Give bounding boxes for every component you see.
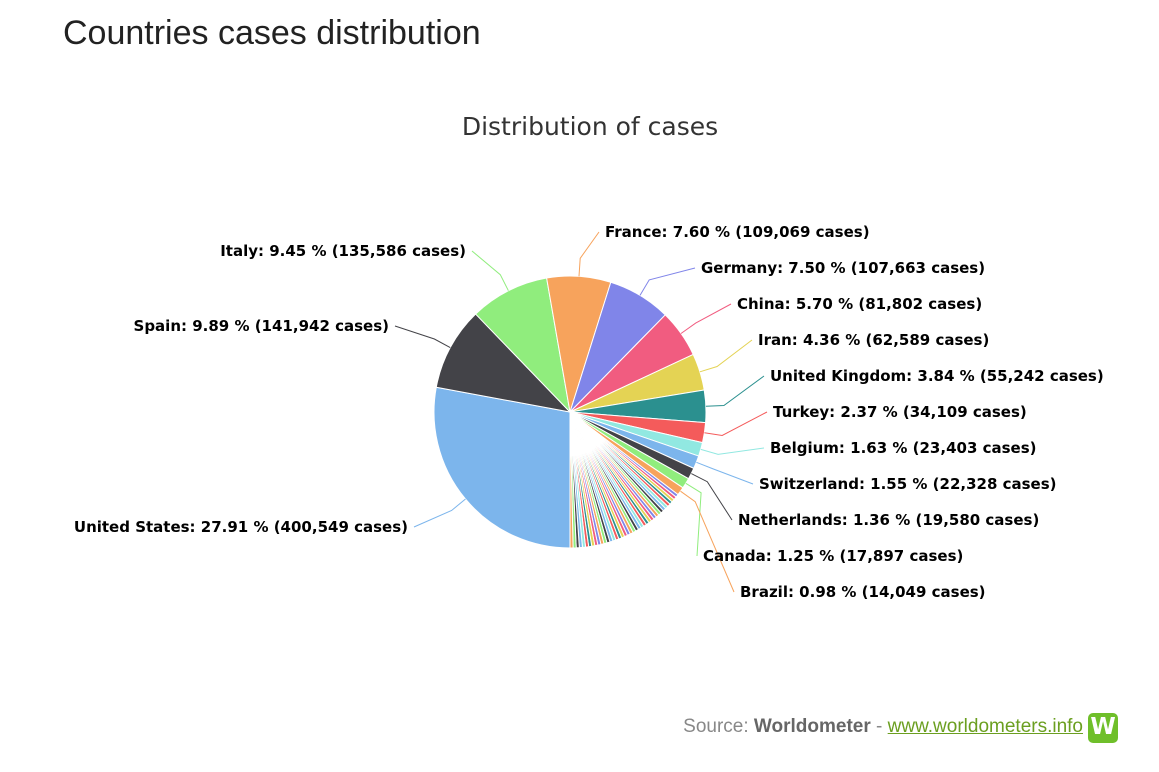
data-label-canada: Canada: 1.25 % (17,897 cases) — [703, 547, 963, 565]
chart-title: Distribution of cases — [462, 112, 718, 141]
data-label-netherlands: Netherlands: 1.36 % (19,580 cases) — [738, 511, 1039, 529]
connector-germany — [639, 267, 696, 296]
connector-brazil — [680, 490, 735, 593]
data-label-turkey: Turkey: 2.37 % (34,109 cases) — [773, 403, 1027, 421]
data-label-germany: Germany: 7.50 % (107,663 cases) — [701, 259, 985, 277]
data-label-france: France: 7.60 % (109,069 cases) — [605, 223, 870, 241]
pie-slice-spain[interactable] — [435, 313, 571, 413]
source-link[interactable]: www.worldometers.info — [887, 716, 1083, 737]
connector-switzerland — [696, 461, 754, 485]
source-credit: Source: Worldometer - www.worldometers.i… — [683, 716, 1083, 738]
data-label-switzerland: Switzerland: 1.55 % (22,328 cases) — [759, 475, 1057, 493]
data-label-iran: Iran: 4.36 % (62,589 cases) — [758, 331, 989, 349]
source-name: Worldometer — [753, 716, 871, 737]
worldometer-logo-icon: W — [1088, 713, 1118, 743]
connector-united-states — [413, 498, 466, 528]
connector-iran — [699, 339, 753, 373]
pie-chart: Distribution of cases United States: 27.… — [74, 112, 1104, 601]
connector-turkey — [704, 411, 768, 437]
pie-slice-italy[interactable] — [475, 277, 571, 413]
pie-slice-other[interactable] — [569, 411, 574, 549]
data-label-belgium: Belgium: 1.63 % (23,403 cases) — [770, 439, 1037, 457]
data-label-united-kingdom: United Kingdom: 3.84 % (55,242 cases) — [770, 367, 1104, 385]
connector-belgium — [700, 447, 765, 455]
data-label-brazil: Brazil: 0.98 % (14,049 cases) — [740, 583, 986, 601]
connector-france — [578, 231, 600, 277]
source-prefix: Source: — [683, 716, 749, 737]
data-label-china: China: 5.70 % (81,802 cases) — [737, 295, 982, 313]
data-label-italy: Italy: 9.45 % (135,586 cases) — [220, 242, 466, 260]
connector-spain — [394, 325, 451, 349]
source-separator: - — [876, 716, 883, 737]
data-label-united-states: United States: 27.91 % (400,549 cases) — [74, 518, 408, 536]
connector-canada — [685, 482, 702, 557]
page-title: Countries cases distribution — [63, 14, 481, 52]
data-label-spain: Spain: 9.89 % (141,942 cases) — [134, 317, 389, 335]
connector-netherlands — [691, 473, 733, 521]
connector-united-kingdom — [705, 375, 765, 407]
connector-italy — [471, 250, 509, 291]
pie-slice-united-states[interactable] — [433, 386, 571, 549]
connector-china — [680, 303, 732, 334]
